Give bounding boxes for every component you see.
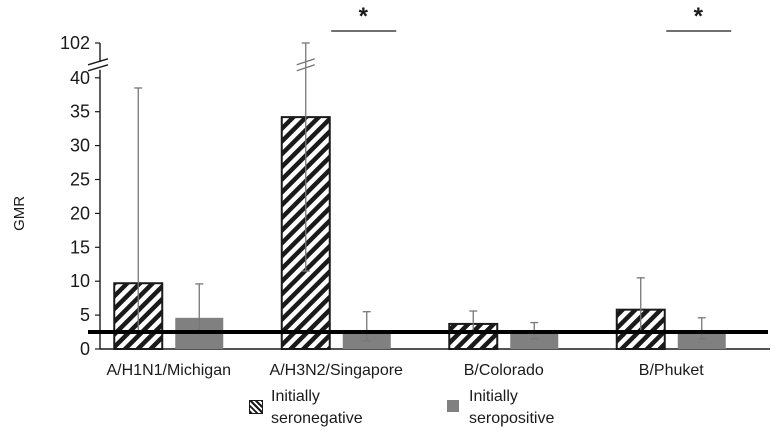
y-tick-label: 35 [70,102,90,122]
axis-break-mark [87,58,109,66]
legend-label: Initially seronegative [271,388,363,427]
significance-star: * [694,3,704,30]
y-tick-label: 25 [70,170,90,190]
overlay: A/H1N1/Michigan A/H3N2/Singapore B/Colorad… [88,3,768,379]
y-tick-label: 5 [80,305,90,325]
legend: Initially seronegative Initially seropos… [245,384,645,440]
gray-swatch-icon [447,400,459,412]
y-tick-label: 10 [70,271,90,291]
error-break-mark [296,58,315,66]
legend-label: Initially seropositive [469,388,555,427]
x-category-label: B/Colorado [464,362,544,379]
hatched-swatch-icon [249,400,263,414]
y-tick-label: 40 [70,68,90,88]
y-tick-label: 0 [80,339,90,359]
x-category-label: A/H1N1/Michigan [107,362,232,379]
legend-item-seronegative: Initially seronegative [245,384,425,440]
bars [113,42,726,351]
y-tick-label: 102 [60,33,90,53]
significance-star: * [359,3,369,30]
axis-break-mark [87,64,109,72]
y-tick-label: 30 [70,136,90,156]
y-tick-label: 15 [70,237,90,257]
error-break-mark [296,64,315,72]
y-tick-label: 20 [70,203,90,223]
x-category-label: B/Phuket [639,362,704,379]
y-axis-title: GMR [11,196,28,231]
legend-item-seropositive: Initially seropositive [443,384,643,440]
bar-seropositive [677,332,726,349]
x-category-label: A/H3N2/Singapore [270,362,404,379]
bar-seropositive [510,332,559,349]
